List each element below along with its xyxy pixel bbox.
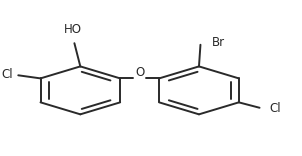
Text: Cl: Cl: [270, 102, 281, 115]
Text: Cl: Cl: [1, 68, 13, 81]
Text: O: O: [135, 66, 144, 79]
Text: HO: HO: [64, 23, 82, 36]
Text: Br: Br: [212, 36, 225, 49]
